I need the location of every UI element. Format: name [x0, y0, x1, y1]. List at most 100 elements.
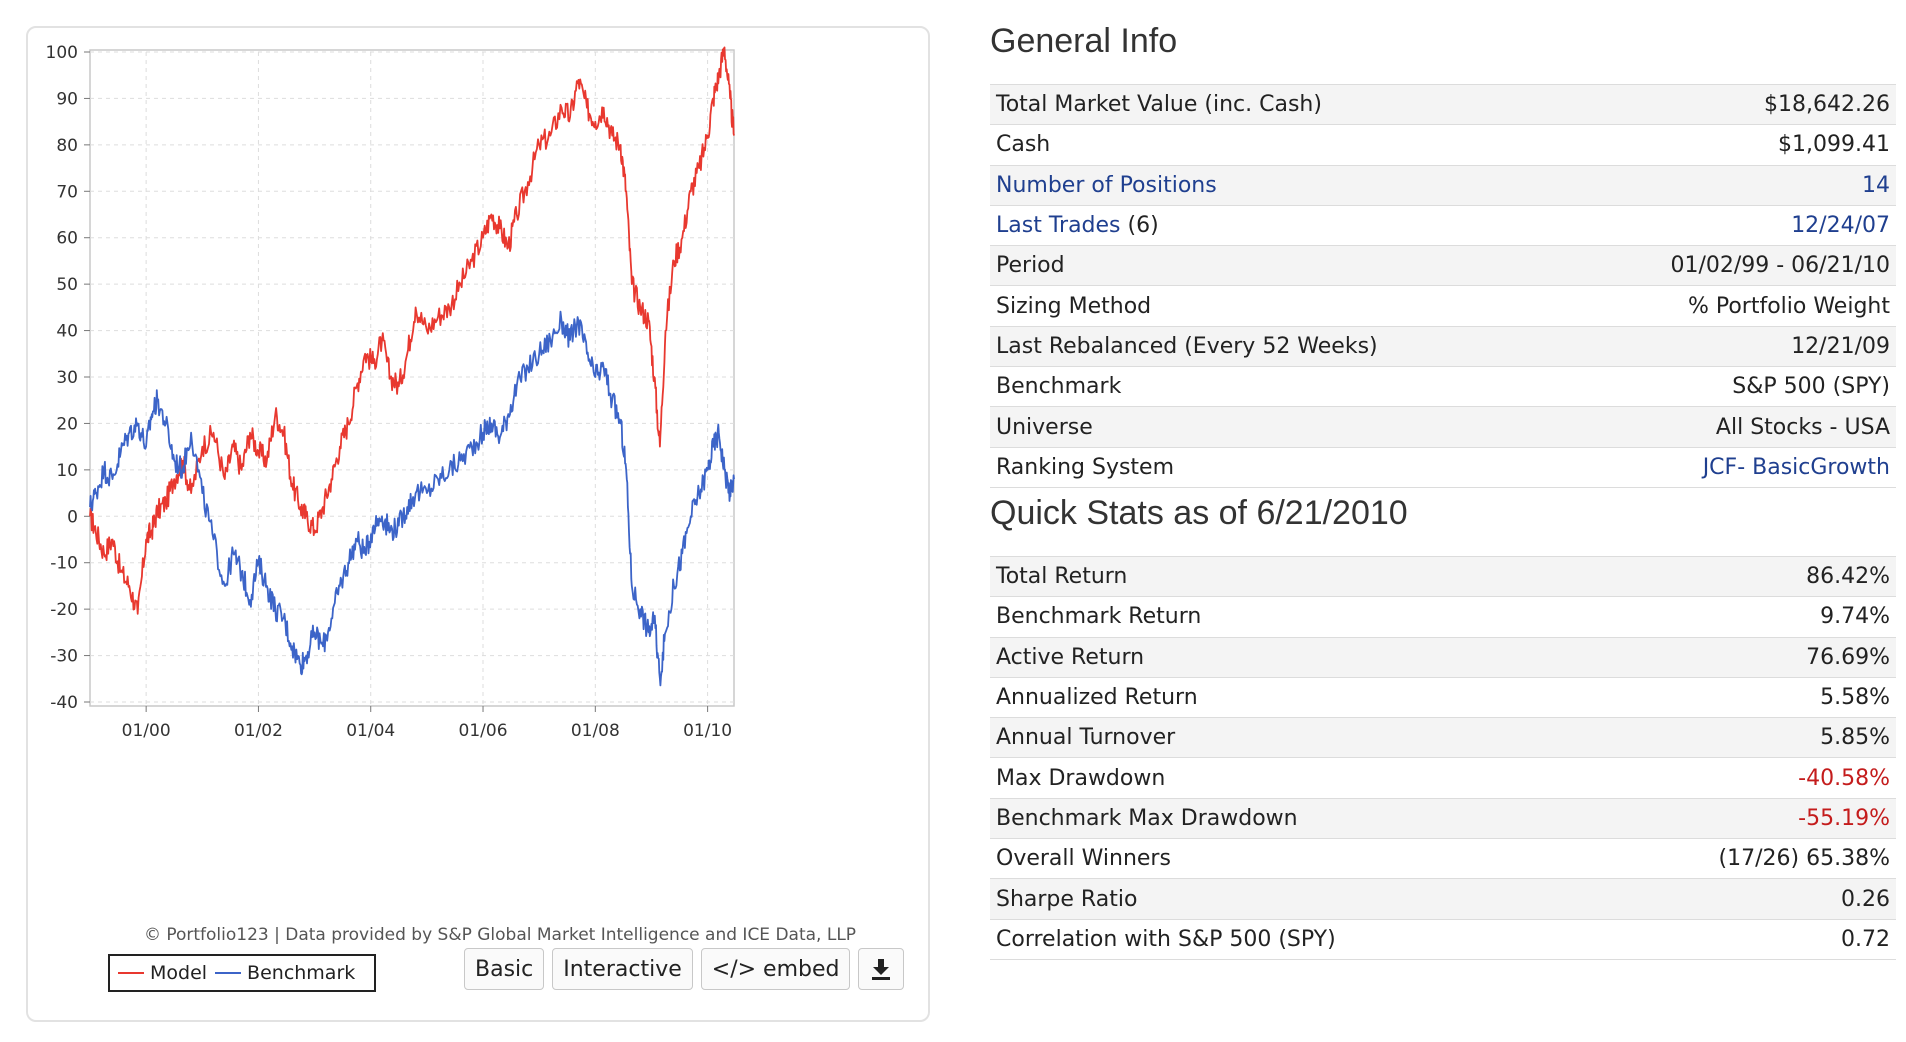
benchmark-line-swatch	[215, 972, 242, 974]
row-label: Benchmark Return	[990, 596, 1586, 638]
row-value: 0.26	[1585, 878, 1896, 920]
general-info-table: Total Market Value (inc. Cash) $18,642.2…	[990, 83, 1896, 488]
plot-area	[89, 49, 735, 707]
chart-legend: Model Benchmark	[108, 954, 376, 992]
table-row: Correlation with S&P 500 (SPY) 0.72	[990, 918, 1896, 960]
row-value: 0.72	[1585, 918, 1896, 960]
y-tick-label: 90	[56, 89, 78, 109]
table-row: Overall Winners (17/26) 65.38%	[990, 838, 1896, 879]
table-row: Ranking System JCF- BasicGrowth	[990, 446, 1896, 488]
row-value: (17/26) 65.38%	[1585, 838, 1896, 879]
table-row: Last Trades (6) 12/24/07	[990, 204, 1896, 246]
series-line-benchmark	[89, 310, 735, 687]
row-value: 12/21/09	[1560, 325, 1896, 367]
row-value: -40.58%	[1585, 757, 1896, 799]
row-label: Cash	[990, 124, 1561, 166]
table-row: Sharpe Ratio 0.26	[990, 878, 1896, 920]
embed-button[interactable]: </> embed	[700, 948, 851, 990]
chart-mode-buttons: Basic Interactive </> embed	[464, 948, 905, 990]
x-tick-label: 01/02	[234, 721, 283, 741]
table-row: Max Drawdown -40.58%	[990, 757, 1896, 799]
legend-item-model[interactable]: Model	[110, 962, 207, 984]
model-line-swatch	[118, 972, 144, 974]
row-label: Benchmark Max Drawdown	[990, 797, 1586, 839]
row-value: All Stocks - USA	[1560, 406, 1896, 448]
y-tick-label: 10	[56, 461, 78, 481]
table-row: Annual Turnover 5.85%	[990, 717, 1896, 758]
table-row: Total Return 86.42%	[990, 555, 1896, 597]
y-tick-label: -20	[50, 600, 78, 620]
y-tick-label: 60	[56, 229, 78, 249]
x-tick-label: 01/04	[346, 721, 395, 741]
table-row: Sizing Method % Portfolio Weight	[990, 285, 1896, 327]
quick-stats-title: Quick Stats as of 6/21/2010	[990, 494, 1408, 532]
legend-label-model: Model	[150, 962, 208, 984]
row-value: S&P 500 (SPY)	[1560, 366, 1896, 407]
legend-item-benchmark[interactable]: Benchmark	[207, 962, 355, 984]
number-of-positions-link[interactable]: Number of Positions	[996, 172, 1217, 198]
row-label: Max Drawdown	[990, 757, 1586, 799]
x-tick-label: 01/10	[683, 721, 732, 741]
series-line-model	[89, 46, 735, 615]
y-tick-label: 0	[67, 507, 78, 527]
basic-button[interactable]: Basic	[464, 948, 545, 990]
table-row: Universe All Stocks - USA	[990, 406, 1896, 448]
last-trades-link[interactable]: Last Trades	[996, 213, 1121, 239]
table-row: Period 01/02/99 - 06/21/10	[990, 245, 1896, 286]
y-tick-label: 40	[56, 322, 78, 342]
row-label: Correlation with S&P 500 (SPY)	[990, 918, 1586, 960]
table-row: Benchmark Return 9.74%	[990, 596, 1896, 638]
row-label: Benchmark	[990, 366, 1561, 407]
row-value: 5.58%	[1585, 676, 1896, 718]
row-label: Last Trades (6)	[990, 204, 1561, 246]
last-trades-count: (6)	[1127, 213, 1159, 239]
y-tick-label: 70	[56, 182, 78, 202]
row-label: Sizing Method	[990, 285, 1561, 327]
row-label: Overall Winners	[990, 838, 1586, 879]
x-tick-label: 01/00	[122, 721, 171, 741]
table-row: Cash $1,099.41	[990, 124, 1896, 166]
y-tick-label: 80	[56, 136, 78, 156]
row-label: Active Return	[990, 636, 1586, 678]
performance-chart-card: 100 90 80 70 60 50 40 30 20 10 0 -10 -20 -30 -40 01/00 0…	[26, 26, 930, 1022]
general-info-title: General Info	[990, 22, 1178, 60]
y-tick-label: 20	[56, 414, 78, 434]
positions-count-link[interactable]: 14	[1862, 172, 1890, 198]
table-row: Total Market Value (inc. Cash) $18,642.2…	[990, 83, 1896, 125]
y-tick-label: 50	[56, 275, 78, 295]
chart-copyright: © Portfolio123 | Data provided by S&P Gl…	[143, 925, 857, 945]
table-row: Number of Positions 14	[990, 164, 1896, 206]
row-value: % Portfolio Weight	[1560, 285, 1896, 327]
row-label: Annual Turnover	[990, 717, 1586, 758]
row-label: Total Market Value (inc. Cash)	[990, 83, 1561, 125]
ranking-system-link[interactable]: JCF- BasicGrowth	[1702, 454, 1890, 480]
legend-label-benchmark: Benchmark	[247, 962, 356, 984]
row-label: Last Rebalanced (Every 52 Weeks)	[990, 325, 1561, 367]
table-row: Benchmark Max Drawdown -55.19%	[990, 797, 1896, 839]
table-row: Last Rebalanced (Every 52 Weeks) 12/21/0…	[990, 325, 1896, 367]
row-label: Universe	[990, 406, 1561, 448]
row-value: $1,099.41	[1560, 124, 1896, 166]
y-tick-label: -40	[50, 693, 78, 713]
interactive-button[interactable]: Interactive	[552, 948, 693, 990]
row-label: Sharpe Ratio	[990, 878, 1586, 920]
download-icon	[872, 959, 891, 980]
row-value: 01/02/99 - 06/21/10	[1560, 245, 1896, 286]
download-button[interactable]	[858, 948, 905, 990]
row-label: Total Return	[990, 555, 1586, 597]
row-value: 5.85%	[1585, 717, 1896, 758]
row-value: $18,642.26	[1560, 83, 1896, 125]
y-tick-label: -30	[50, 647, 78, 667]
y-tick-label: 100	[46, 43, 78, 63]
row-label: Annualized Return	[990, 676, 1586, 718]
row-value: -55.19%	[1585, 797, 1896, 839]
quick-stats-table: Total Return 86.42% Benchmark Return 9.7…	[990, 555, 1896, 960]
table-row: Annualized Return 5.58%	[990, 676, 1896, 718]
y-tick-label: -10	[50, 554, 78, 574]
table-row: Active Return 76.69%	[990, 636, 1896, 678]
table-row: Benchmark S&P 500 (SPY)	[990, 366, 1896, 407]
x-tick-label: 01/06	[459, 721, 508, 741]
y-tick-label: 30	[56, 368, 78, 388]
last-trades-date-link[interactable]: 12/24/07	[1791, 213, 1890, 239]
